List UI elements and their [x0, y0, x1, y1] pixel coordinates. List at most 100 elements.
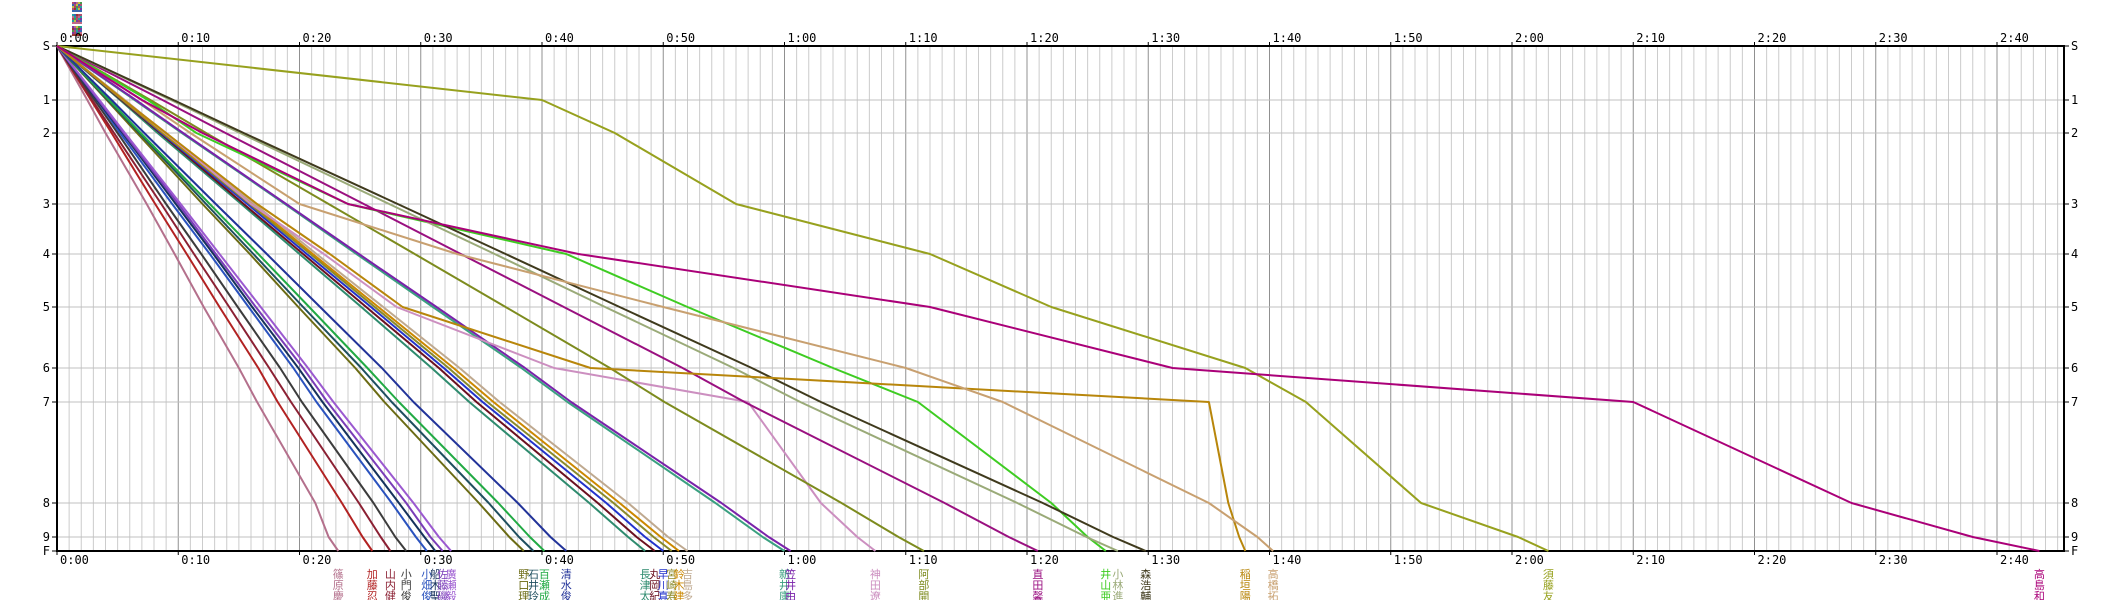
- control-label-left: 3: [43, 197, 50, 211]
- runner-name-char: 山: [1100, 579, 1111, 592]
- x-tick-label-top: 2:00: [1515, 31, 1544, 45]
- x-tick-label-bottom: 0:00: [60, 553, 89, 567]
- runner-name-char: 亜: [1100, 590, 1111, 600]
- control-label-right: 6: [2071, 361, 2078, 375]
- runner-name-char: 俊: [561, 589, 572, 600]
- runner-name-char: 陽: [1240, 590, 1251, 600]
- x-tick-label-top: 2:30: [1879, 31, 1908, 45]
- control-label-left: S: [43, 39, 50, 53]
- control-label-left: F: [43, 544, 50, 558]
- runner-line: [56, 45, 535, 552]
- runner-name-char: 井: [779, 578, 790, 592]
- artifact-icon: [72, 2, 82, 12]
- x-tick-label-bottom: 1:20: [1030, 553, 1059, 567]
- runner-name-labels: 篠原慶加藤忍山内健小門俊小畑俊船木聖佐藤磯廣瀬毅野口理石井玲百瀬成清水俊長津太丸…: [333, 567, 2045, 600]
- runner-name-char: 津: [640, 579, 651, 592]
- artifact-icons: [72, 2, 82, 36]
- runner-name-char: 森: [1140, 567, 1151, 581]
- runner-name-char: 太: [640, 590, 651, 600]
- runner-name-char: 藤: [367, 579, 378, 592]
- runner-line: [56, 45, 1147, 552]
- runner-line: [56, 45, 392, 552]
- runner-line: [56, 45, 407, 552]
- x-tick-label-top: 1:50: [1394, 31, 1423, 45]
- x-tick-label-bottom: 0:50: [666, 553, 695, 567]
- runner-name-char: 須: [1543, 568, 1554, 581]
- runner-name-char: 瀬: [446, 578, 457, 592]
- runner-name-char: 崎: [666, 578, 677, 592]
- runner-name-char: 井: [1100, 567, 1111, 581]
- control-label-left: 4: [43, 247, 50, 261]
- x-tick-label-top: 1:20: [1030, 31, 1059, 45]
- runner-name-char: 丸: [649, 568, 660, 581]
- runner-name-char: 紀: [649, 590, 660, 600]
- x-tick-label-top: 0:30: [424, 31, 453, 45]
- runner-name-char: 寿: [666, 589, 677, 600]
- runner-name-char: 内: [385, 578, 396, 592]
- runner-name-char: 進: [1112, 590, 1123, 600]
- runner-name-char: 慶: [333, 589, 344, 600]
- runner-line: [56, 45, 525, 552]
- runner-line: [56, 45, 546, 552]
- runner-name-char: 理: [518, 590, 529, 600]
- runner-name-char: 早: [658, 568, 669, 581]
- x-tick-label-top: 0:40: [545, 31, 574, 45]
- runner-name-char: 島: [2034, 578, 2045, 592]
- grid-lines: [57, 46, 2064, 551]
- artifact-icon: [72, 26, 82, 36]
- runner-name-char: 林: [1112, 578, 1123, 592]
- runner-name-char: 浩: [1140, 579, 1151, 592]
- runner-name-char: 磯: [437, 590, 448, 600]
- runner-name-char: 田: [1032, 579, 1043, 592]
- runner-name-char: 和: [2034, 590, 2045, 600]
- runner-name-char: 畑: [421, 579, 432, 592]
- runner-name-char: 遼: [870, 589, 881, 600]
- runner-name-char: 小: [1112, 568, 1123, 581]
- runner-line: [56, 45, 452, 552]
- runner-name-char: 新: [779, 567, 790, 581]
- runner-name-char: 廣: [446, 567, 457, 581]
- runner-line: [56, 45, 340, 552]
- runner-name-char: 馨: [1032, 589, 1043, 600]
- runner-line: [56, 45, 792, 552]
- x-tick-label-top: 1:00: [788, 31, 817, 45]
- runner-name-char: 康: [779, 589, 790, 600]
- runner-name-char: 部: [918, 578, 929, 592]
- control-label-right: 4: [2071, 247, 2078, 261]
- runner-line: [56, 45, 1247, 552]
- control-label-left: 1: [43, 93, 50, 107]
- runner-name-char: 井: [528, 578, 539, 592]
- runner-line: [56, 45, 428, 552]
- runner-name-char: 門: [401, 579, 412, 592]
- runner-line: [56, 45, 1039, 552]
- control-label-right: 9: [2071, 530, 2078, 544]
- runner-name-char: 開: [918, 590, 929, 600]
- runner-name-char: 野: [518, 568, 529, 581]
- x-tick-label-bottom: 0:20: [303, 553, 332, 567]
- control-label-right: 5: [2071, 300, 2078, 314]
- x-tick-label-bottom: 2:20: [1758, 553, 1787, 567]
- runner-name-char: 吉: [682, 568, 693, 581]
- runner-name-char: 井: [785, 578, 796, 592]
- runner-line: [56, 45, 1119, 552]
- runner-name-char: 直: [1032, 567, 1043, 581]
- runner-name-char: 加: [367, 568, 378, 581]
- runner-name-char: 高: [2034, 567, 2045, 581]
- x-tick-label-top: 0:00: [60, 31, 89, 45]
- runner-name-char: 木: [430, 579, 441, 592]
- runner-line: [56, 45, 1274, 552]
- x-tick-label-bottom: 0:10: [181, 553, 210, 567]
- control-label-right: S: [2071, 39, 2078, 53]
- runner-name-char: 田: [870, 579, 881, 592]
- x-tick-label-bottom: 1:00: [788, 553, 817, 567]
- runner-name-char: 多: [682, 589, 693, 600]
- control-label-left: 2: [43, 126, 50, 140]
- runner-line: [56, 45, 567, 552]
- runner-line: [56, 45, 2040, 552]
- x-tick-label-top: 2:10: [1636, 31, 1665, 45]
- runner-name-char: 毅: [446, 589, 457, 600]
- runner-name-char: 小: [421, 568, 432, 581]
- runner-name-char: 高: [1268, 567, 1279, 581]
- x-tick-label-top: 1:30: [1151, 31, 1180, 45]
